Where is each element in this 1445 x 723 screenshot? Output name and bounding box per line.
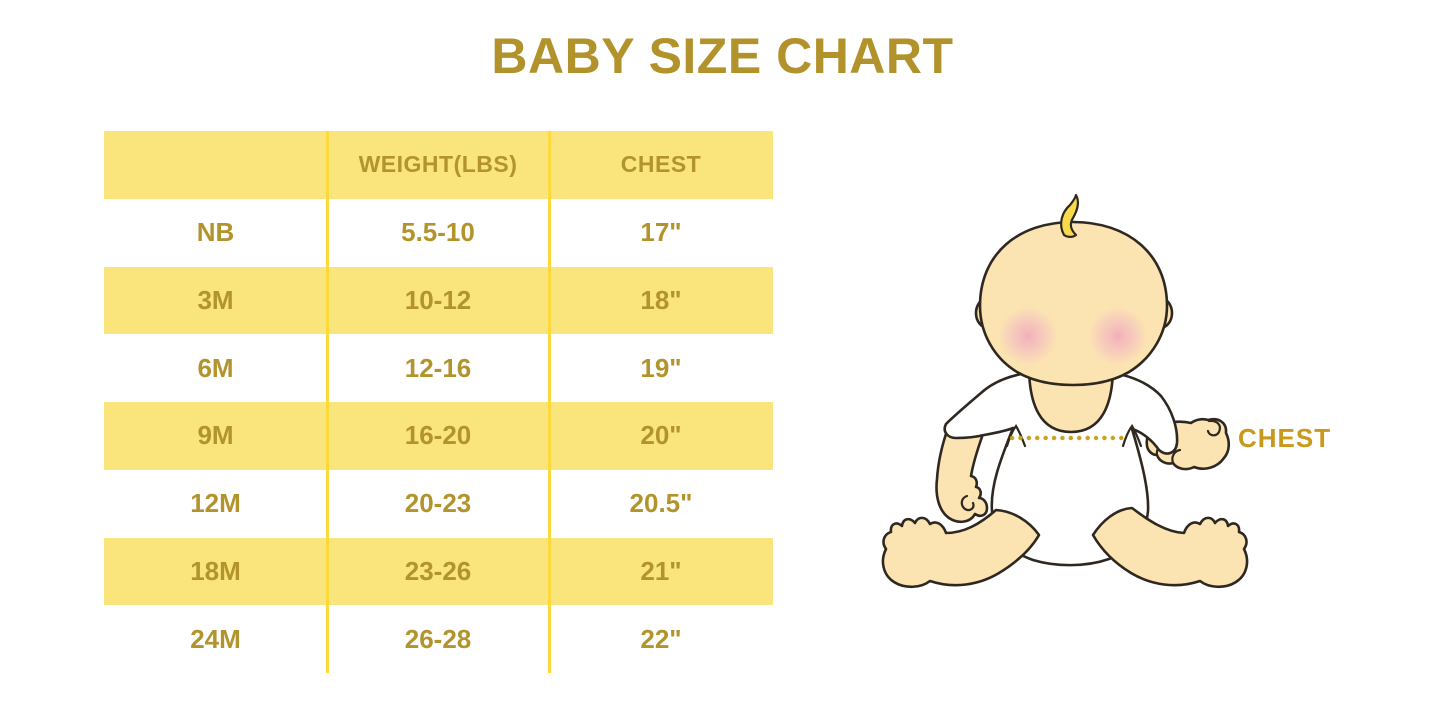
- baby-arm-left: [935, 426, 989, 524]
- baby-cheek-right: [1089, 307, 1147, 365]
- table-row: NB 5.5-10 17": [104, 199, 773, 267]
- weight-cell: 5.5-10: [401, 217, 475, 248]
- weight-cell: 10-12: [404, 284, 472, 315]
- table-header-row: WEIGHT(LBS) CHEST: [104, 131, 773, 199]
- baby-fist-thumb: [1206, 419, 1221, 437]
- size-cell: 18M: [190, 555, 241, 586]
- header-weight-cell: WEIGHT(LBS): [358, 151, 518, 178]
- table-row: 3M 10-12 18": [104, 266, 773, 335]
- baby-leg-left: [881, 508, 1041, 589]
- table-row: 6M 12-16 19": [104, 334, 773, 402]
- weight-cell: 26-28: [404, 623, 472, 654]
- column-divider: [325, 131, 329, 673]
- baby-armpit-notch-left: [1005, 424, 1027, 448]
- chest-measurement-label: CHEST: [1238, 423, 1332, 453]
- header-size-cell: [104, 131, 327, 199]
- chest-cell: 22": [640, 623, 682, 654]
- baby-cheek-left: [999, 307, 1057, 365]
- weight-cell: 23-26: [404, 555, 472, 586]
- table-row: 12M 20-23 20.5": [104, 470, 773, 538]
- table-row: 18M 23-26 21": [104, 537, 773, 606]
- chest-cell: 20.5": [629, 488, 693, 519]
- baby-fist-knuckle: [1171, 448, 1182, 465]
- size-cell: 6M: [197, 352, 234, 383]
- chest-cell: 18": [640, 284, 682, 315]
- chest-cell: 17": [640, 217, 682, 248]
- baby-head: [978, 220, 1169, 387]
- chest-cell: 19": [640, 352, 682, 383]
- baby-hair-curl: [1060, 193, 1079, 238]
- page-title: BABY SIZE CHART: [491, 28, 954, 84]
- size-cell: 12M: [190, 488, 241, 519]
- weight-cell: 20-23: [404, 488, 472, 519]
- weight-cell: 12-16: [404, 352, 472, 383]
- table-row: 24M 26-28 22": [104, 605, 773, 673]
- size-cell: NB: [196, 217, 235, 248]
- size-cell: 24M: [190, 623, 241, 654]
- table-row: 9M 16-20 20": [104, 402, 773, 470]
- column-divider: [547, 131, 551, 673]
- header-chest-cell: CHEST: [620, 151, 702, 178]
- size-cell: 3M: [197, 284, 234, 315]
- chest-cell: 20": [640, 420, 682, 451]
- baby-armpit-notch-right: [1121, 424, 1143, 448]
- baby-hand-left-curl: [960, 494, 975, 512]
- baby-illustration: [880, 180, 1340, 620]
- baby-leg-right: [1091, 506, 1249, 589]
- size-cell: 9M: [197, 420, 234, 451]
- weight-cell: 16-20: [404, 420, 472, 451]
- chest-cell: 21": [640, 555, 682, 586]
- size-table: WEIGHT(LBS) CHEST NB 5.5-10 17" 3M 10-12…: [104, 131, 773, 673]
